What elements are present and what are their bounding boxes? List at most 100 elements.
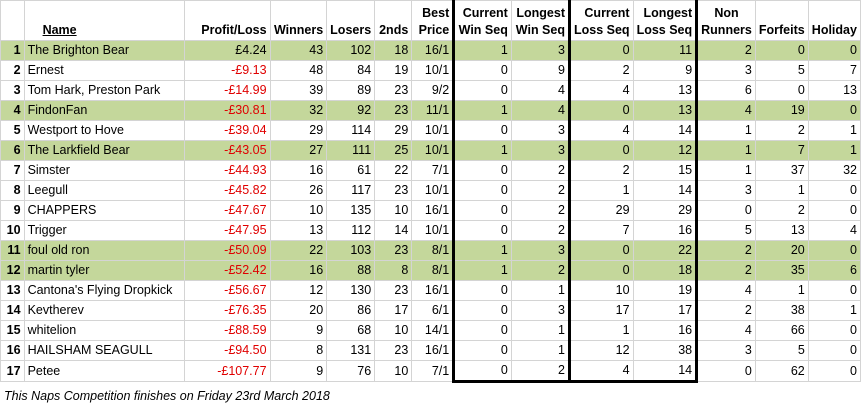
current-loss-seq-cell[interactable]: 7 [568,220,634,241]
winners-cell[interactable]: 43 [269,40,328,61]
winners-cell[interactable]: 26 [269,180,328,201]
seconds-cell[interactable]: 8 [374,260,413,281]
profit-loss-cell[interactable]: -£47.95 [183,220,271,241]
current-loss-seq-cell[interactable]: 0 [568,40,634,61]
header-winners[interactable]: Winners [269,0,328,41]
holiday-cell[interactable]: 0 [807,200,861,221]
forfeits-cell[interactable]: 5 [754,340,809,361]
seconds-cell[interactable]: 18 [374,40,413,61]
best-price-cell[interactable]: 11/1 [411,100,455,121]
longest-loss-seq-cell[interactable]: 22 [632,240,699,261]
current-loss-seq-cell[interactable]: 1 [568,180,634,201]
forfeits-cell[interactable]: 2 [754,120,809,141]
winners-cell[interactable]: 16 [269,260,328,281]
table-row[interactable]: 7 Simster -£44.93 16 61 22 7/1 0 2 2 15 1 37 32 [0,160,861,181]
row-index[interactable]: 4 [0,100,25,121]
non-runners-cell[interactable]: 0 [696,200,756,221]
forfeits-cell[interactable]: 38 [754,300,809,321]
row-index[interactable]: 6 [0,140,25,161]
losers-cell[interactable]: 102 [326,40,376,61]
non-runners-cell[interactable]: 3 [696,340,756,361]
current-loss-seq-cell[interactable]: 10 [568,280,634,301]
current-loss-seq-cell[interactable]: 12 [568,340,634,361]
holiday-cell[interactable]: 32 [807,160,861,181]
profit-loss-cell[interactable]: -£45.82 [183,180,271,201]
table-row[interactable]: 14 Kevtherev -£76.35 20 86 17 6/1 0 3 17 17 2 38 1 [0,300,861,321]
player-name[interactable]: Westport to Hove [23,120,185,141]
player-name[interactable]: Ernest [23,60,185,81]
holiday-cell[interactable]: 1 [807,140,861,161]
table-row[interactable]: 12 martin tyler -£52.42 16 88 8 8/1 1 2 0 18 2 35 6 [0,260,861,281]
profit-loss-cell[interactable]: -£88.59 [183,320,271,341]
longest-loss-seq-cell[interactable]: 14 [632,180,699,201]
current-loss-seq-cell[interactable]: 0 [568,260,634,281]
seconds-cell[interactable]: 19 [374,60,413,81]
losers-cell[interactable]: 76 [326,360,376,382]
table-row[interactable]: 3 Tom Hark, Preston Park -£14.99 39 89 23 9/2 0… [0,80,861,101]
longest-win-seq-cell[interactable]: 2 [510,260,571,281]
longest-loss-seq-cell[interactable]: 29 [632,200,699,221]
seconds-cell[interactable]: 23 [374,340,413,361]
current-win-seq-cell[interactable]: 0 [452,300,512,321]
player-name[interactable]: Petee [23,360,185,382]
row-index[interactable]: 14 [0,300,25,321]
current-win-seq-cell[interactable]: 0 [452,80,512,101]
non-runners-cell[interactable]: 3 [696,180,756,201]
longest-loss-seq-cell[interactable]: 16 [632,220,699,241]
current-loss-seq-cell[interactable]: 1 [568,320,634,341]
profit-loss-cell[interactable]: -£94.50 [183,340,271,361]
player-name[interactable]: HAILSHAM SEAGULL [23,340,185,361]
forfeits-cell[interactable]: 62 [754,360,809,382]
forfeits-cell[interactable]: 7 [754,140,809,161]
losers-cell[interactable]: 89 [326,80,376,101]
holiday-cell[interactable]: 0 [807,280,861,301]
holiday-cell[interactable]: 6 [807,260,861,281]
current-win-seq-cell[interactable]: 1 [452,240,512,261]
player-name[interactable]: foul old ron [23,240,185,261]
table-row[interactable]: 17 Petee -£107.77 9 76 10 7/1 0 2 4 14 0 62 0 [0,360,861,383]
current-loss-seq-cell[interactable]: 4 [568,80,634,101]
holiday-cell[interactable]: 0 [807,100,861,121]
holiday-cell[interactable]: 13 [807,80,861,101]
holiday-cell[interactable]: 0 [807,240,861,261]
non-runners-cell[interactable]: 4 [696,320,756,341]
header-longest-win-seq[interactable]: Longest Win Seq [510,0,571,41]
current-loss-seq-cell[interactable]: 29 [568,200,634,221]
forfeits-cell[interactable]: 37 [754,160,809,181]
table-row[interactable]: 2 Ernest -£9.13 48 84 19 10/1 0 9 2 9 3 5 7 [0,60,861,81]
non-runners-cell[interactable]: 2 [696,40,756,61]
profit-loss-cell[interactable]: -£56.67 [183,280,271,301]
forfeits-cell[interactable]: 13 [754,220,809,241]
best-price-cell[interactable]: 16/1 [411,280,455,301]
best-price-cell[interactable]: 10/1 [411,120,455,141]
winners-cell[interactable]: 27 [269,140,328,161]
longest-win-seq-cell[interactable]: 4 [510,100,571,121]
header-current-win-seq[interactable]: Current Win Seq [452,0,512,41]
header-profit-loss[interactable]: Profit/Loss [183,0,271,41]
player-name[interactable]: Tom Hark, Preston Park [23,80,185,101]
profit-loss-cell[interactable]: -£14.99 [183,80,271,101]
longest-win-seq-cell[interactable]: 2 [510,220,571,241]
current-win-seq-cell[interactable]: 0 [452,280,512,301]
row-index[interactable]: 2 [0,60,25,81]
non-runners-cell[interactable]: 0 [696,360,756,382]
best-price-cell[interactable]: 10/1 [411,180,455,201]
player-name[interactable]: Simster [23,160,185,181]
losers-cell[interactable]: 114 [326,120,376,141]
non-runners-cell[interactable]: 4 [696,100,756,121]
forfeits-cell[interactable]: 66 [754,320,809,341]
longest-win-seq-cell[interactable]: 2 [510,180,571,201]
profit-loss-cell[interactable]: -£47.67 [183,200,271,221]
non-runners-cell[interactable]: 1 [696,120,756,141]
seconds-cell[interactable]: 23 [374,80,413,101]
current-loss-seq-cell[interactable]: 4 [568,120,634,141]
longest-win-seq-cell[interactable]: 9 [510,60,571,81]
table-row[interactable]: 15 whitelion -£88.59 9 68 10 14/1 0 1 1 16 4 66 0 [0,320,861,341]
current-win-seq-cell[interactable]: 0 [452,160,512,181]
holiday-cell[interactable]: 0 [807,320,861,341]
forfeits-cell[interactable]: 2 [754,200,809,221]
best-price-cell[interactable]: 8/1 [411,240,455,261]
row-index[interactable]: 10 [0,220,25,241]
seconds-cell[interactable]: 29 [374,120,413,141]
header-non-runners[interactable]: Non Runners [696,0,756,41]
